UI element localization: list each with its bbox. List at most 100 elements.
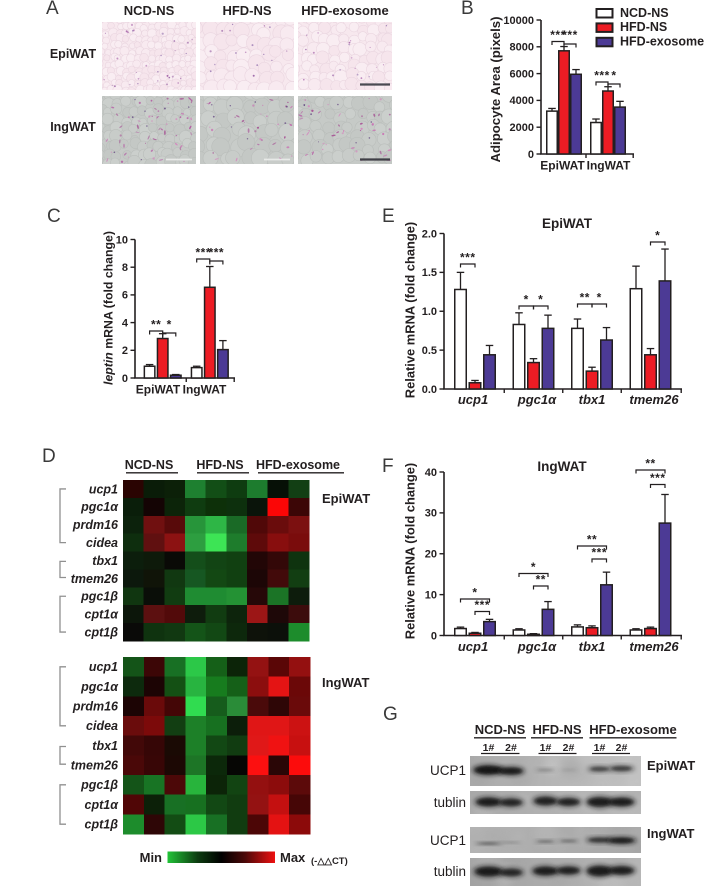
svg-text:1#: 1# [540,742,552,754]
svg-text:4000: 4000 [510,95,534,107]
svg-text:***: *** [195,246,211,260]
svg-text:HFD-exosome: HFD-exosome [256,458,340,472]
svg-text:***: *** [460,251,476,265]
svg-text:Relative mRNA (fold change): Relative mRNA (fold change) [403,463,418,639]
svg-text:A: A [46,0,59,19]
svg-text:***: *** [591,546,607,560]
svg-text:EpiWAT: EpiWAT [540,159,585,173]
svg-text:ucp1: ucp1 [458,639,488,654]
svg-text:HFD-NS: HFD-NS [532,722,581,737]
svg-text:***: *** [474,598,490,612]
svg-text:cpt1α: cpt1α [85,608,120,622]
svg-text:HFD-NS: HFD-NS [620,20,667,34]
svg-text:IngWAT: IngWAT [183,383,227,397]
svg-text:1.0: 1.0 [422,306,437,318]
svg-text:2#: 2# [505,742,517,754]
svg-text:cidea: cidea [86,536,118,550]
svg-text:1#: 1# [483,742,495,754]
svg-text:20: 20 [425,549,437,561]
svg-text:D: D [42,446,56,467]
svg-text:(-△△CT): (-△△CT) [311,856,348,867]
svg-text:***: *** [562,28,578,42]
svg-text:HFD-exosome: HFD-exosome [589,722,676,737]
svg-text:IngWAT: IngWAT [647,826,694,841]
svg-text:***: *** [550,28,566,42]
svg-text:F: F [382,456,394,477]
svg-text:ucp1: ucp1 [458,392,488,407]
svg-text:NCD-NS: NCD-NS [124,3,175,18]
svg-text:UCP1: UCP1 [430,833,466,848]
svg-text:2#: 2# [563,742,575,754]
svg-text:EpiWAT: EpiWAT [647,758,695,773]
svg-text:HFD-NS: HFD-NS [196,458,243,472]
svg-text:pgc1β: pgc1β [80,778,118,792]
svg-text:tbx1: tbx1 [92,554,118,568]
svg-text:2#: 2# [616,742,628,754]
svg-text:0: 0 [122,373,128,385]
svg-text:30: 30 [425,508,437,520]
svg-text:0.5: 0.5 [422,345,437,357]
svg-text:*: * [538,293,543,307]
svg-text:G: G [383,704,398,725]
svg-text:4: 4 [122,317,129,329]
svg-text:0: 0 [431,630,437,642]
svg-text:6000: 6000 [510,68,534,80]
svg-text:cpt1β: cpt1β [85,625,119,639]
svg-text:tmem26: tmem26 [629,392,679,407]
svg-text:tmem26: tmem26 [71,572,119,586]
svg-text:8: 8 [122,262,128,274]
svg-text:cpt1β: cpt1β [85,818,119,832]
svg-text:**: ** [536,573,546,587]
svg-text:1#: 1# [594,742,606,754]
svg-text:ucp1: ucp1 [89,482,118,496]
svg-text:EpiWAT: EpiWAT [542,216,593,231]
svg-text:40: 40 [425,467,437,479]
svg-text:pgc1β: pgc1β [80,590,118,604]
svg-text:EpiWAT: EpiWAT [50,47,97,61]
svg-text:HFD-exosome: HFD-exosome [301,3,388,18]
svg-text:tublin: tublin [434,795,466,810]
svg-text:NCD-NS: NCD-NS [475,722,526,737]
svg-text:cpt1α: cpt1α [85,798,120,812]
svg-text:*: * [655,229,660,243]
svg-text:**: ** [151,318,161,332]
svg-text:2.0: 2.0 [422,228,437,240]
svg-text:prdm16: prdm16 [72,700,119,714]
svg-text:IngWAT: IngWAT [50,120,96,134]
svg-text:Relative mRNA (fold change): Relative mRNA (fold change) [403,222,418,398]
svg-text:2: 2 [122,345,128,357]
svg-text:10: 10 [425,589,437,601]
svg-text:tmem26: tmem26 [71,759,119,773]
svg-text:**: ** [587,533,597,547]
svg-text:*: * [524,293,529,307]
svg-text:*: * [167,318,172,332]
svg-text:UCP1: UCP1 [430,763,466,778]
svg-text:Adipocyte Area (pixels): Adipocyte Area (pixels) [488,16,503,162]
svg-text:10000: 10000 [503,15,534,27]
svg-text:NCD-NS: NCD-NS [620,6,669,20]
svg-text:NCD-NS: NCD-NS [125,458,174,472]
svg-text:10: 10 [116,234,128,246]
svg-text:***: *** [209,246,225,260]
svg-text:*: * [611,69,616,83]
svg-text:ucp1: ucp1 [89,660,118,674]
svg-text:HFD-NS: HFD-NS [222,3,271,18]
svg-text:pgc1α: pgc1α [517,392,557,407]
svg-text:leptin mRNA (fold change): leptin mRNA (fold change) [102,231,116,385]
svg-text:E: E [382,206,395,227]
svg-text:EpiWAT: EpiWAT [136,383,181,397]
svg-text:tbx1: tbx1 [579,392,606,407]
svg-text:EpiWAT: EpiWAT [322,491,370,506]
svg-text:**: ** [645,457,655,471]
svg-text:*: * [597,291,602,305]
svg-text:prdm16: prdm16 [72,518,119,532]
svg-text:IngWAT: IngWAT [587,159,631,173]
svg-text:pgc1α: pgc1α [80,680,119,694]
svg-text:0.0: 0.0 [422,384,437,396]
svg-text:tublin: tublin [434,864,466,879]
svg-text:*: * [531,560,536,574]
svg-text:***: *** [594,69,610,83]
svg-text:pgc1α: pgc1α [517,639,557,654]
svg-text:IngWAT: IngWAT [322,675,369,690]
svg-text:Min: Min [140,850,162,865]
